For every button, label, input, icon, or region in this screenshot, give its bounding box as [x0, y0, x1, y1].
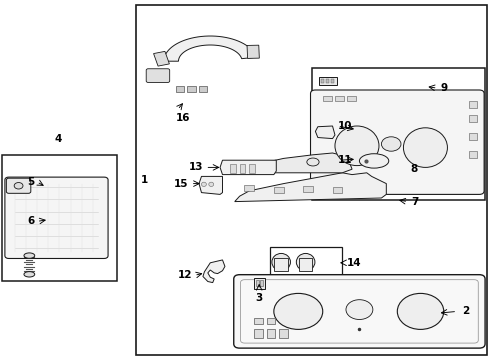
Ellipse shape	[306, 158, 319, 166]
Bar	[229, 164, 235, 173]
Bar	[298, 258, 312, 271]
Text: 15: 15	[173, 179, 188, 189]
Polygon shape	[199, 176, 222, 194]
Text: 9: 9	[439, 83, 447, 93]
Polygon shape	[254, 153, 351, 173]
Bar	[346, 96, 355, 101]
Bar	[273, 187, 283, 193]
Bar	[249, 164, 255, 173]
Bar	[254, 278, 264, 289]
Bar	[2, 155, 117, 281]
FancyBboxPatch shape	[310, 90, 483, 194]
Ellipse shape	[14, 183, 23, 189]
Bar	[254, 318, 263, 324]
Text: 10: 10	[337, 121, 351, 131]
Bar	[254, 329, 263, 338]
Bar	[176, 86, 184, 92]
Ellipse shape	[359, 154, 388, 168]
Text: 11: 11	[337, 155, 351, 165]
Bar	[332, 187, 342, 193]
Bar	[136, 5, 486, 355]
Bar	[325, 79, 328, 83]
FancyBboxPatch shape	[146, 69, 169, 82]
Text: 7: 7	[410, 197, 417, 207]
Ellipse shape	[273, 293, 322, 329]
Text: 6: 6	[27, 216, 34, 226]
Ellipse shape	[346, 300, 372, 320]
Bar	[239, 164, 245, 173]
Polygon shape	[315, 126, 334, 139]
Bar	[255, 280, 258, 286]
Text: 5: 5	[27, 177, 34, 187]
Bar	[322, 96, 331, 101]
Polygon shape	[163, 36, 256, 61]
Bar	[311, 68, 484, 200]
Bar	[278, 329, 287, 338]
FancyBboxPatch shape	[6, 178, 31, 193]
Text: 16: 16	[176, 113, 190, 123]
Polygon shape	[203, 260, 224, 283]
Bar	[303, 186, 312, 192]
Ellipse shape	[24, 271, 35, 277]
Ellipse shape	[208, 182, 213, 186]
Text: 8: 8	[410, 164, 417, 174]
Ellipse shape	[334, 126, 378, 166]
FancyBboxPatch shape	[233, 275, 484, 348]
Bar	[468, 115, 476, 122]
Bar	[468, 101, 476, 108]
Ellipse shape	[403, 128, 447, 167]
Ellipse shape	[24, 253, 35, 258]
Bar	[260, 280, 263, 286]
Text: 14: 14	[346, 258, 361, 268]
Text: 3: 3	[255, 293, 262, 303]
Bar	[244, 185, 254, 191]
Ellipse shape	[201, 182, 206, 186]
Bar	[153, 51, 169, 66]
Ellipse shape	[381, 137, 400, 151]
Bar	[330, 79, 333, 83]
Text: 1: 1	[141, 175, 148, 185]
Bar	[266, 329, 275, 338]
Ellipse shape	[271, 253, 290, 271]
Bar	[187, 86, 195, 92]
Text: 13: 13	[188, 162, 203, 172]
Bar	[246, 45, 259, 58]
Text: 12: 12	[177, 270, 192, 280]
Bar	[320, 79, 324, 83]
Ellipse shape	[296, 253, 314, 271]
FancyBboxPatch shape	[5, 177, 108, 258]
Bar	[468, 133, 476, 140]
Bar	[270, 247, 342, 277]
Ellipse shape	[396, 293, 443, 329]
Polygon shape	[220, 160, 276, 175]
Text: 2: 2	[461, 306, 468, 316]
Bar	[198, 86, 206, 92]
Bar	[468, 151, 476, 158]
Bar	[334, 96, 343, 101]
Polygon shape	[234, 173, 386, 202]
Bar	[318, 77, 337, 85]
Bar	[274, 258, 287, 271]
Bar	[266, 318, 275, 324]
Text: 4: 4	[55, 134, 62, 144]
